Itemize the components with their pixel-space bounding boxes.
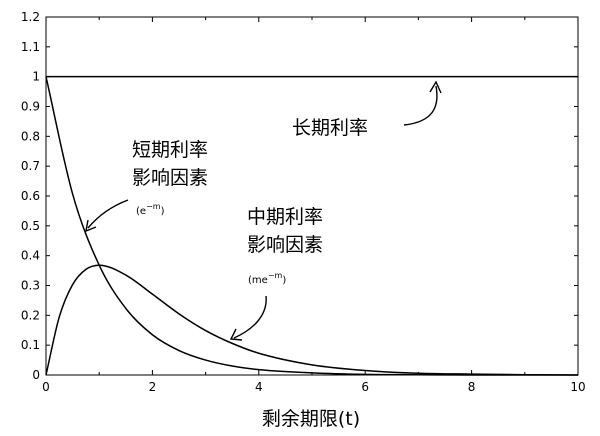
svg-text:(e−m): (e−m): [136, 202, 165, 217]
y-tick-label: 0.5: [21, 219, 40, 233]
arrowhead-medium-term: [229, 328, 243, 341]
annotation-short-term-line1: 短期利率: [132, 139, 208, 161]
x-tick-label: 6: [361, 380, 369, 394]
axis-ticks: 0 0.1 0.2 0.3 0.4 0.5 0.6 0.7 0.8 0.9 1 1.1 1.2 0 2 4 6 8…: [21, 10, 586, 394]
y-tick-label: 1.2: [21, 10, 40, 24]
y-tick-label: 1: [32, 70, 40, 84]
arrow-medium-term: [233, 295, 267, 339]
annotation-medium-term-line2: 影响因素: [247, 234, 323, 256]
arrow-long-term: [403, 85, 438, 126]
y-tick-label: 1.1: [21, 40, 40, 54]
y-tick-label: 0.3: [21, 279, 40, 293]
formula-short-term: (e−m): [136, 202, 165, 217]
y-tick-label: 0.8: [21, 129, 40, 143]
x-tick-label: 10: [570, 380, 585, 394]
annotation-short-term-line2: 影响因素: [132, 167, 208, 189]
y-tick-label: 0.4: [21, 249, 40, 263]
x-tick-label: 8: [468, 380, 476, 394]
annotation-medium-term-line1: 中期利率: [247, 206, 323, 228]
x-axis-label: 剩余期限(t): [262, 408, 360, 430]
svg-text:(me−m): (me−m): [248, 271, 286, 286]
y-tick-label: 0.1: [21, 338, 40, 352]
x-tick-label: 2: [149, 380, 157, 394]
formula-medium-term: (me−m): [248, 271, 286, 286]
y-tick-label: 0: [32, 368, 40, 382]
y-tick-label: 0.2: [21, 308, 40, 322]
arrow-short-term: [87, 199, 129, 229]
series-medium-term-line: [45, 264, 579, 376]
arrowhead-long-term: [429, 80, 442, 94]
y-tick-label: 0.7: [21, 159, 40, 173]
y-tick-label: 0.9: [21, 100, 40, 114]
annotation-long-term: 长期利率: [292, 117, 368, 139]
x-tick-label: 0: [42, 380, 50, 394]
y-tick-label: 0.6: [21, 189, 40, 203]
arrowhead-short-term: [85, 219, 97, 233]
series-group: [45, 75, 579, 376]
plot-frame: [45, 16, 579, 376]
x-tick-label: 4: [255, 380, 263, 394]
